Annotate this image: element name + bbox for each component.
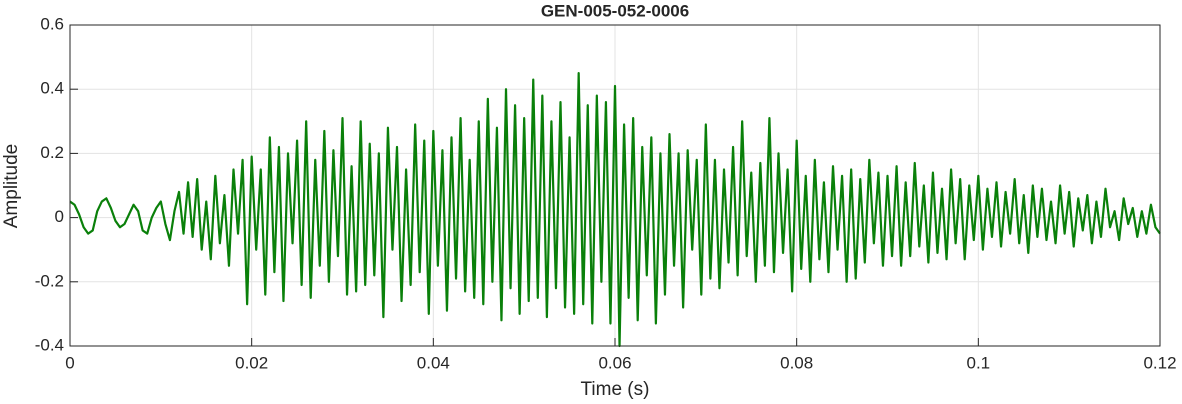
y-tick-label: 0.6 xyxy=(40,14,64,33)
chart-title: GEN-005-052-0006 xyxy=(541,1,689,20)
y-tick-label: 0.2 xyxy=(40,143,64,162)
y-tick-label: -0.2 xyxy=(35,271,64,290)
x-axis-label: Time (s) xyxy=(581,379,650,400)
x-tick-label: 0.08 xyxy=(780,353,813,372)
y-axis-label: Amplitude xyxy=(1,144,22,229)
x-tick-label: 0.1 xyxy=(967,353,991,372)
series-line xyxy=(69,72,1161,348)
x-tick-label: 0 xyxy=(65,353,74,372)
x-tick-label: 0.04 xyxy=(417,353,450,372)
x-tick-label: 0.06 xyxy=(598,353,631,372)
plot-frame xyxy=(69,24,1161,347)
y-tick-label: 0.4 xyxy=(40,79,64,98)
x-tick-label: 0.02 xyxy=(235,353,268,372)
y-tick-label: -0.4 xyxy=(35,335,64,354)
y-tick-label: 0 xyxy=(55,207,64,226)
x-tick-label: 0.12 xyxy=(1143,353,1176,372)
